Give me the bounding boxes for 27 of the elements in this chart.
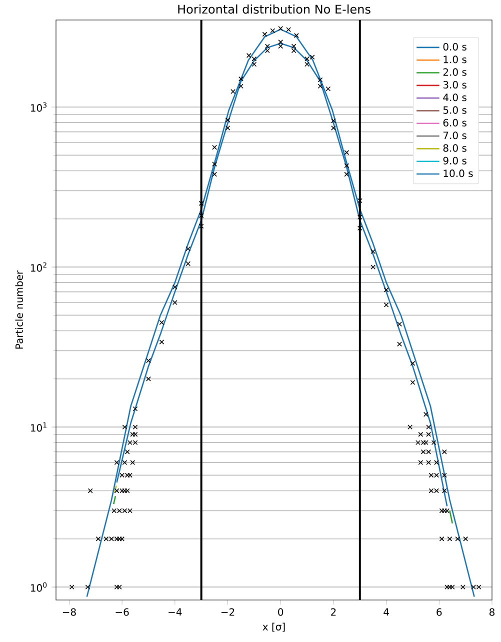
x-tick-label: −2 (221, 608, 234, 616)
x-tick-label: −4 (168, 608, 182, 616)
legend-label: 7.0 s (443, 132, 466, 140)
legend-label: 4.0 s (443, 94, 466, 102)
x-tick-label: 4 (384, 608, 389, 616)
x-tick-label: 0 (278, 608, 284, 616)
y-tick-label: 10$^{2}$ (30, 262, 46, 272)
legend-label: 3.0 s (443, 80, 466, 89)
y-tick-label: 10$^{3}$ (30, 102, 47, 112)
legend-label: 5.0 s (443, 106, 466, 114)
legend-label: 6.0 s (443, 118, 466, 126)
legend-label: 2.0 s (443, 68, 466, 76)
y-tick-label: 10$^{1}$ (30, 422, 46, 432)
legend-label: 8.0 s (443, 144, 466, 152)
legend-label: 10.0 s (444, 170, 473, 178)
y-axis-title: Particle number (15, 270, 23, 349)
x-tick-label: 2 (331, 608, 336, 616)
x-tick-label: −6 (116, 608, 129, 616)
chart-title: Horizontal distribution No E-lens (178, 4, 370, 14)
legend-label: 1.0 s (444, 56, 466, 64)
x-tick-label: −8 (62, 608, 76, 616)
x-axis-title: x [σ] (262, 622, 285, 632)
legend-label: 9.0 s (443, 156, 466, 164)
x-tick-label: 6 (436, 608, 442, 616)
y-tick-label: 10$^{0}$ (30, 582, 47, 592)
x-tick-label: 8 (489, 608, 494, 616)
legend-label: 0.0 s (443, 42, 466, 51)
